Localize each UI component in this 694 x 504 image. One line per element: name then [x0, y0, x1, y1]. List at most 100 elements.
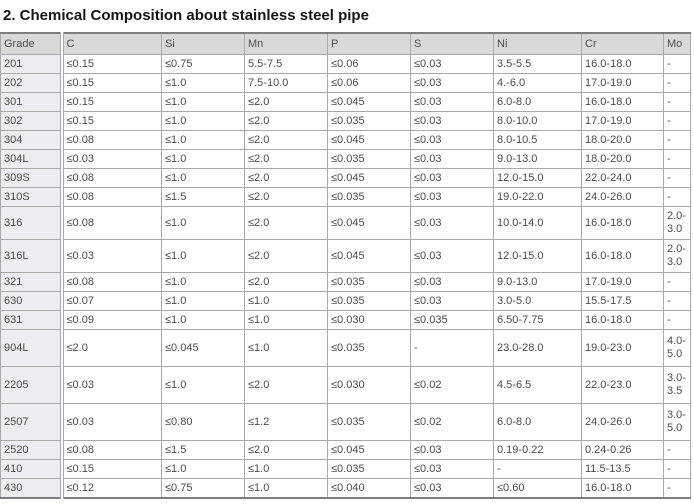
value-cell: -: [663, 149, 691, 169]
value-cell: 2.0-3.0: [663, 239, 691, 273]
value-cell: ≤0.75: [161, 478, 245, 499]
value-cell: ≤0.035: [327, 403, 411, 441]
value-cell: -: [663, 73, 691, 93]
table-row-202: 202 ≤0.15 ≤1.0 7.5-10.0 ≤0.06 ≤0.03 4.-6.0 17.0…: [0, 73, 691, 93]
value-cell: ≤0.035: [327, 329, 411, 367]
value-cell: ≤0.08: [61, 187, 162, 207]
grade-cell: 201: [0, 54, 64, 74]
chemical-composition-table: Grade C Si Mn P S Ni Cr Mo 201 ≤0.15 ≤0.75 5.5-7.5 ≤…: [0, 32, 691, 499]
table-row-410: 410 ≤0.15 ≤1.0 ≤1.0 ≤0.035 ≤0.03-11.5-13.5-: [0, 459, 691, 479]
value-cell: ≤1.0: [161, 92, 245, 112]
value-cell: ≤2.0: [244, 272, 328, 292]
value-cell: ≤1.0: [161, 239, 245, 273]
table-body: 201 ≤0.15 ≤0.75 5.5-7.5 ≤0.06 ≤0.03 3.5-5.5 16.…: [0, 54, 691, 499]
value-cell: ≤0.06: [327, 73, 411, 93]
value-cell: ≤2.0: [244, 92, 328, 112]
value-cell: ≤0.03: [410, 149, 494, 169]
value-cell: ≤1.0: [244, 459, 328, 479]
value-cell: 23.0-28.0: [493, 329, 582, 367]
value-cell: ≤0.03: [61, 149, 162, 169]
value-cell: -: [663, 478, 691, 499]
value-cell: 22.0-23.0: [581, 366, 664, 404]
value-cell: ≤1.0: [161, 130, 245, 150]
value-cell: ≤0.03: [410, 478, 494, 499]
column-header-si: Si: [161, 32, 245, 55]
value-cell: ≤0.09: [61, 310, 162, 330]
value-cell: 0.19-0.22: [493, 440, 582, 460]
value-cell: -: [663, 272, 691, 292]
value-cell: ≤0.03: [410, 239, 494, 273]
value-cell: 16.0-18.0: [581, 54, 664, 74]
value-cell: 8.0-10.5: [493, 130, 582, 150]
value-cell: 4.5-6.5: [493, 366, 582, 404]
value-cell: 16.0-18.0: [581, 239, 664, 273]
value-cell: ≤0.75: [161, 54, 245, 74]
value-cell: ≤1.0: [161, 272, 245, 292]
grade-cell: 202: [0, 73, 64, 93]
grade-cell: 310S: [0, 187, 64, 207]
value-cell: ≤2.0: [244, 206, 328, 240]
value-cell: 8.0-10.0: [493, 111, 582, 131]
value-cell: ≤0.15: [61, 92, 162, 112]
table-row-310s: 310S ≤0.08 ≤1.5 ≤2.0 ≤0.035 ≤0.03 19.0-22.0 24.…: [0, 187, 691, 207]
value-cell: ≤0.045: [327, 168, 411, 188]
grade-cell: 304: [0, 130, 64, 150]
value-cell: -: [663, 111, 691, 131]
table-row-2507: 2507 ≤0.03 ≤0.80 ≤1.2 ≤0.035 ≤0.02 6.0-8.0 24.0…: [0, 403, 691, 441]
value-cell: -: [663, 168, 691, 188]
header-row: Grade C Si Mn P S Ni Cr Mo: [0, 32, 691, 55]
grade-cell: 321: [0, 272, 64, 292]
grade-cell: 2205: [0, 366, 64, 404]
value-cell: ≤0.045: [327, 239, 411, 273]
value-cell: ≤0.15: [61, 459, 162, 479]
value-cell: ≤0.03: [410, 73, 494, 93]
value-cell: ≤1.0: [244, 291, 328, 311]
table-row-321: 321 ≤0.08 ≤1.0 ≤2.0 ≤0.035 ≤0.03 9.0-13.0 17.0-…: [0, 272, 691, 292]
value-cell: ≤0.035: [327, 459, 411, 479]
value-cell: 16.0-18.0: [581, 310, 664, 330]
value-cell: 24.0-26.0: [581, 403, 664, 441]
value-cell: 18.0-20.0: [581, 130, 664, 150]
value-cell: ≤0.02: [410, 366, 494, 404]
table-row-2520: 2520 ≤0.08 ≤1.5 ≤2.0 ≤0.045 ≤0.03 0.19-0.22 0.2…: [0, 440, 691, 460]
value-cell: ≤0.03: [61, 366, 162, 404]
value-cell: 10.0-14.0: [493, 206, 582, 240]
value-cell: ≤1.0: [161, 206, 245, 240]
value-cell: 3.0-3.5: [663, 366, 691, 404]
value-cell: -: [663, 187, 691, 207]
value-cell: ≤1.5: [161, 187, 245, 207]
value-cell: ≤0.045: [327, 92, 411, 112]
value-cell: -: [410, 329, 494, 367]
value-cell: ≤0.80: [161, 403, 245, 441]
value-cell: ≤1.5: [161, 440, 245, 460]
value-cell: ≤0.03: [410, 206, 494, 240]
value-cell: ≤0.15: [61, 111, 162, 131]
value-cell: 19.0-22.0: [493, 187, 582, 207]
value-cell: ≤0.03: [410, 54, 494, 74]
value-cell: 9.0-13.0: [493, 149, 582, 169]
value-cell: 6.50-7.75: [493, 310, 582, 330]
value-cell: ≤0.030: [327, 310, 411, 330]
table-row-309s: 309S ≤0.08 ≤1.0 ≤2.0 ≤0.045 ≤0.03 12.0-15.0 22.…: [0, 168, 691, 188]
value-cell: ≤1.0: [161, 149, 245, 169]
table-row-630: 630 ≤0.07 ≤1.0 ≤1.0 ≤0.035 ≤0.03 3.0-5.0 15.5-1…: [0, 291, 691, 311]
value-cell: ≤2.0: [244, 149, 328, 169]
value-cell: 3.0-5.0: [493, 291, 582, 311]
value-cell: ≤0.03: [410, 111, 494, 131]
column-header-cr: Cr: [581, 32, 664, 55]
value-cell: ≤0.03: [410, 187, 494, 207]
grade-cell: 301: [0, 92, 64, 112]
value-cell: ≤1.0: [244, 329, 328, 367]
value-cell: 3.5-5.5: [493, 54, 582, 74]
value-cell: ≤1.0: [161, 168, 245, 188]
value-cell: 16.0-18.0: [581, 206, 664, 240]
value-cell: 5.5-7.5: [244, 54, 328, 74]
value-cell: ≤0.12: [61, 478, 162, 499]
grade-cell: 316L: [0, 239, 64, 273]
value-cell: ≤1.0: [244, 310, 328, 330]
value-cell: 19.0-23.0: [581, 329, 664, 367]
value-cell: ≤0.60: [493, 478, 582, 499]
grade-cell: 410: [0, 459, 64, 479]
value-cell: 7.5-10.0: [244, 73, 328, 93]
